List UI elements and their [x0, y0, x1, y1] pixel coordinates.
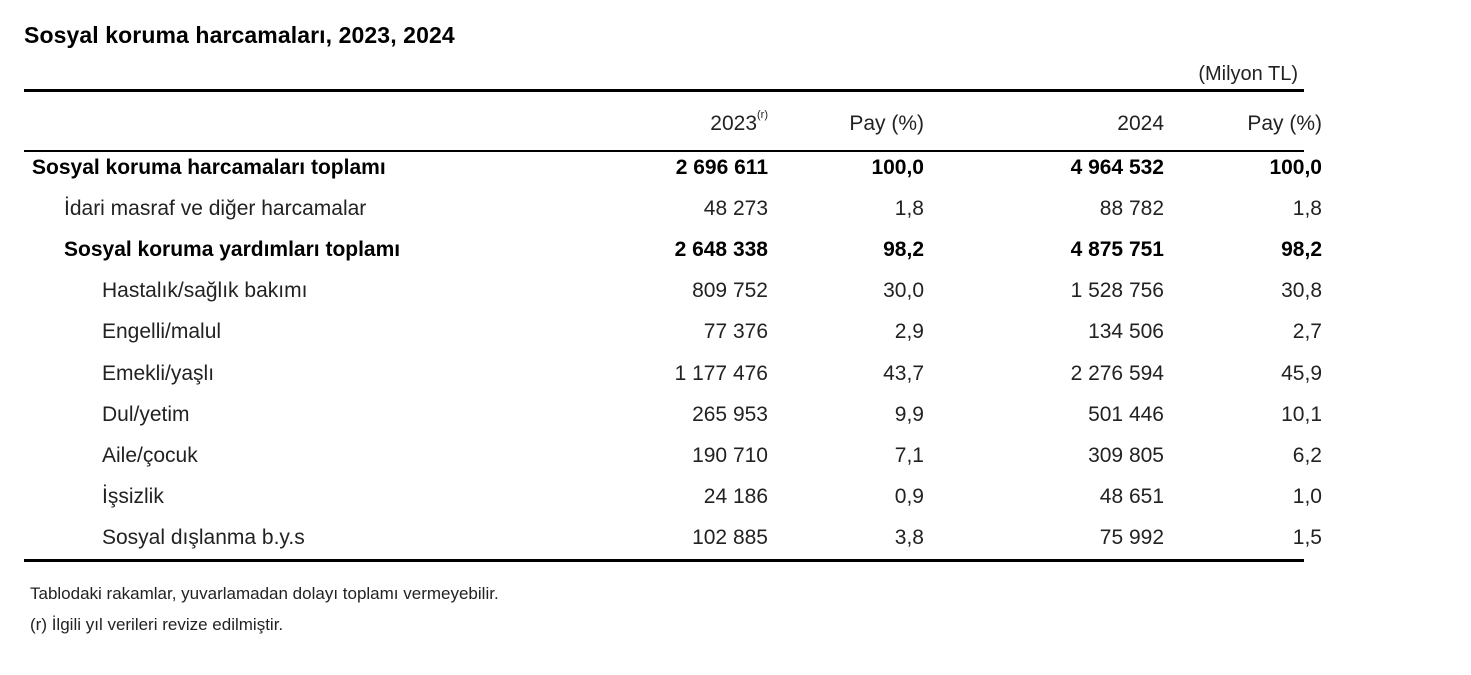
- row-label: İdari masraf ve diğer harcamalar: [64, 197, 367, 220]
- header-2023-label: 2023: [710, 112, 757, 135]
- row-label: Aile/çocuk: [102, 444, 198, 467]
- footnotes: Tablodaki rakamlar, yuvarlamadan dolayı …: [30, 578, 499, 640]
- value-2023: 24 186: [703, 485, 768, 508]
- header-2024-share: Pay (%): [1247, 112, 1322, 135]
- value-2024: 4 875 751: [1070, 238, 1164, 261]
- table-row-social-exclusion: Sosyal dışlanma b.y.s 102 885 3,8 75 992…: [24, 520, 1322, 561]
- share-2024: 2,7: [1292, 320, 1322, 343]
- share-2023: 0,9: [894, 485, 924, 508]
- share-2023: 3,8: [894, 526, 924, 549]
- row-label: Hastalık/sağlık bakımı: [102, 279, 308, 302]
- value-2024: 134 506: [1088, 320, 1164, 343]
- row-label: Engelli/malul: [102, 320, 222, 343]
- table-header: 2023(r) Pay (%) 2024 Pay (%): [24, 109, 1322, 146]
- share-2024: 100,0: [1269, 156, 1322, 179]
- header-2024: 2024: [1117, 112, 1164, 135]
- row-label: İşsizlik: [102, 485, 164, 508]
- table-row-health: Hastalık/sağlık bakımı 809 752 30,0 1 52…: [24, 273, 1322, 314]
- value-2023: 2 648 338: [674, 238, 768, 261]
- top-rule: [24, 89, 1304, 92]
- header-rule: [24, 150, 1304, 152]
- table-row-total-benefits: Sosyal koruma yardımları toplamı 2 648 3…: [24, 232, 1322, 273]
- unit-label: (Milyon TL): [1198, 63, 1298, 85]
- value-2023: 2 696 611: [675, 156, 768, 179]
- share-2024: 1,0: [1292, 485, 1322, 508]
- share-2024: 1,5: [1292, 526, 1322, 549]
- row-label: Sosyal koruma harcamaları toplamı: [32, 156, 386, 179]
- table-row-unemployment: İşsizlik 24 186 0,9 48 651 1,0: [24, 479, 1322, 520]
- share-2023: 98,2: [883, 238, 924, 261]
- share-2024: 6,2: [1292, 444, 1322, 467]
- table-row-admin-costs: İdari masraf ve diğer harcamalar 48 273 …: [24, 191, 1322, 232]
- share-2023: 9,9: [894, 403, 924, 426]
- table-row-survivors: Dul/yetim 265 953 9,9 501 446 10,1: [24, 397, 1322, 438]
- value-2023: 809 752: [692, 279, 768, 302]
- table-row-disability: Engelli/malul 77 376 2,9 134 506 2,7: [24, 314, 1322, 355]
- table-row-family-children: Aile/çocuk 190 710 7,1 309 805 6,2: [24, 438, 1322, 479]
- share-2024: 10,1: [1281, 403, 1322, 426]
- value-2024: 309 805: [1088, 444, 1164, 467]
- value-2023: 48 273: [703, 197, 768, 220]
- header-2023-share: Pay (%): [849, 112, 924, 135]
- value-2023: 1 177 476: [674, 362, 768, 385]
- share-2023: 43,7: [883, 362, 924, 385]
- value-2023: 265 953: [692, 403, 768, 426]
- value-2024: 75 992: [1099, 526, 1164, 549]
- share-2023: 2,9: [894, 320, 924, 343]
- share-2023: 7,1: [894, 444, 924, 467]
- value-2024: 2 276 594: [1070, 362, 1164, 385]
- share-2024: 1,8: [1292, 197, 1322, 220]
- value-2024: 501 446: [1088, 403, 1164, 426]
- row-label: Emekli/yaşlı: [102, 362, 215, 385]
- share-2024: 45,9: [1281, 362, 1322, 385]
- value-2024: 48 651: [1099, 485, 1164, 508]
- value-2024: 4 964 532: [1070, 156, 1164, 179]
- row-label: Dul/yetim: [102, 403, 190, 426]
- table-row-old-age: Emekli/yaşlı 1 177 476 43,7 2 276 594 45…: [24, 356, 1322, 397]
- value-2023: 190 710: [692, 444, 768, 467]
- row-label: Sosyal dışlanma b.y.s: [102, 526, 305, 549]
- share-2023: 1,8: [894, 197, 924, 220]
- header-2023: 2023(r): [584, 109, 768, 136]
- row-label: Sosyal koruma yardımları toplamı: [64, 238, 401, 261]
- bottom-rule: [24, 559, 1304, 562]
- share-2024: 98,2: [1281, 238, 1322, 261]
- value-2024: 88 782: [1099, 197, 1164, 220]
- footnote-rounding: Tablodaki rakamlar, yuvarlamadan dolayı …: [30, 584, 499, 603]
- revised-marker: (r): [757, 109, 768, 121]
- share-2023: 30,0: [883, 279, 924, 302]
- value-2023: 77 376: [703, 320, 768, 343]
- value-2024: 1 528 756: [1070, 279, 1164, 302]
- table-row-total-expenditure: Sosyal koruma harcamaları toplamı 2 696 …: [24, 150, 1322, 191]
- share-2023: 100,0: [871, 156, 924, 179]
- footnote-revised: (r) İlgili yıl verileri revize edilmişti…: [30, 615, 284, 634]
- share-2024: 30,8: [1281, 279, 1322, 302]
- table-title: Sosyal koruma harcamaları, 2023, 2024: [24, 22, 455, 48]
- value-2023: 102 885: [692, 526, 768, 549]
